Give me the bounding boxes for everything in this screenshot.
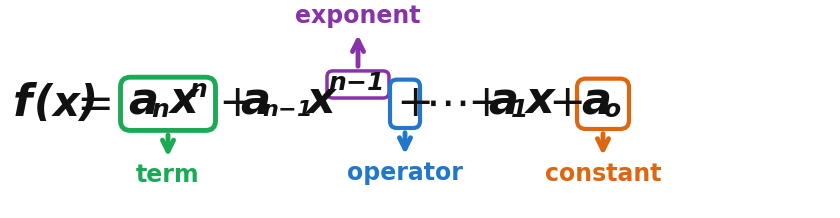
Text: $\bfit{n{-}1}$: $\bfit{n{-}1}$ [328,71,383,95]
Text: $\bfit{n}$: $\bfit{n}$ [189,78,207,102]
Text: $\bfit{o}$: $\bfit{o}$ [603,98,622,122]
Text: $+$: $+$ [218,82,253,125]
Text: term: term [136,163,200,187]
Text: $+$: $+$ [548,82,583,125]
Text: $\bfit{a}$: $\bfit{a}$ [240,79,269,123]
Text: $\bfit{1}$: $\bfit{1}$ [510,98,527,122]
Text: $+$: $+$ [396,82,431,125]
Text: $\bfit{f}$: $\bfit{f}$ [12,82,38,125]
Text: $\bfit{a}$: $\bfit{a}$ [128,79,157,123]
Text: $\cdots$: $\cdots$ [425,82,466,125]
Text: $\bfit{n{-}1}$: $\bfit{n{-}1}$ [262,100,312,120]
Text: $\bfit{x}$: $\bfit{x}$ [524,79,558,123]
Text: $=$: $=$ [68,82,111,125]
Text: $\bfit{a}$: $\bfit{a}$ [581,79,610,123]
Text: $\bfit{(x)}$: $\bfit{(x)}$ [33,83,96,125]
Text: $\bfit{a}$: $\bfit{a}$ [488,79,517,123]
Text: $\bfit{n}$: $\bfit{n}$ [151,98,170,122]
Text: operator: operator [347,161,463,185]
Text: constant: constant [545,162,661,186]
Text: $+$: $+$ [467,82,501,125]
Text: exponent: exponent [295,4,421,28]
Text: $\bfit{x}$: $\bfit{x}$ [305,79,339,123]
Text: $\bfit{x}$: $\bfit{x}$ [168,79,202,123]
